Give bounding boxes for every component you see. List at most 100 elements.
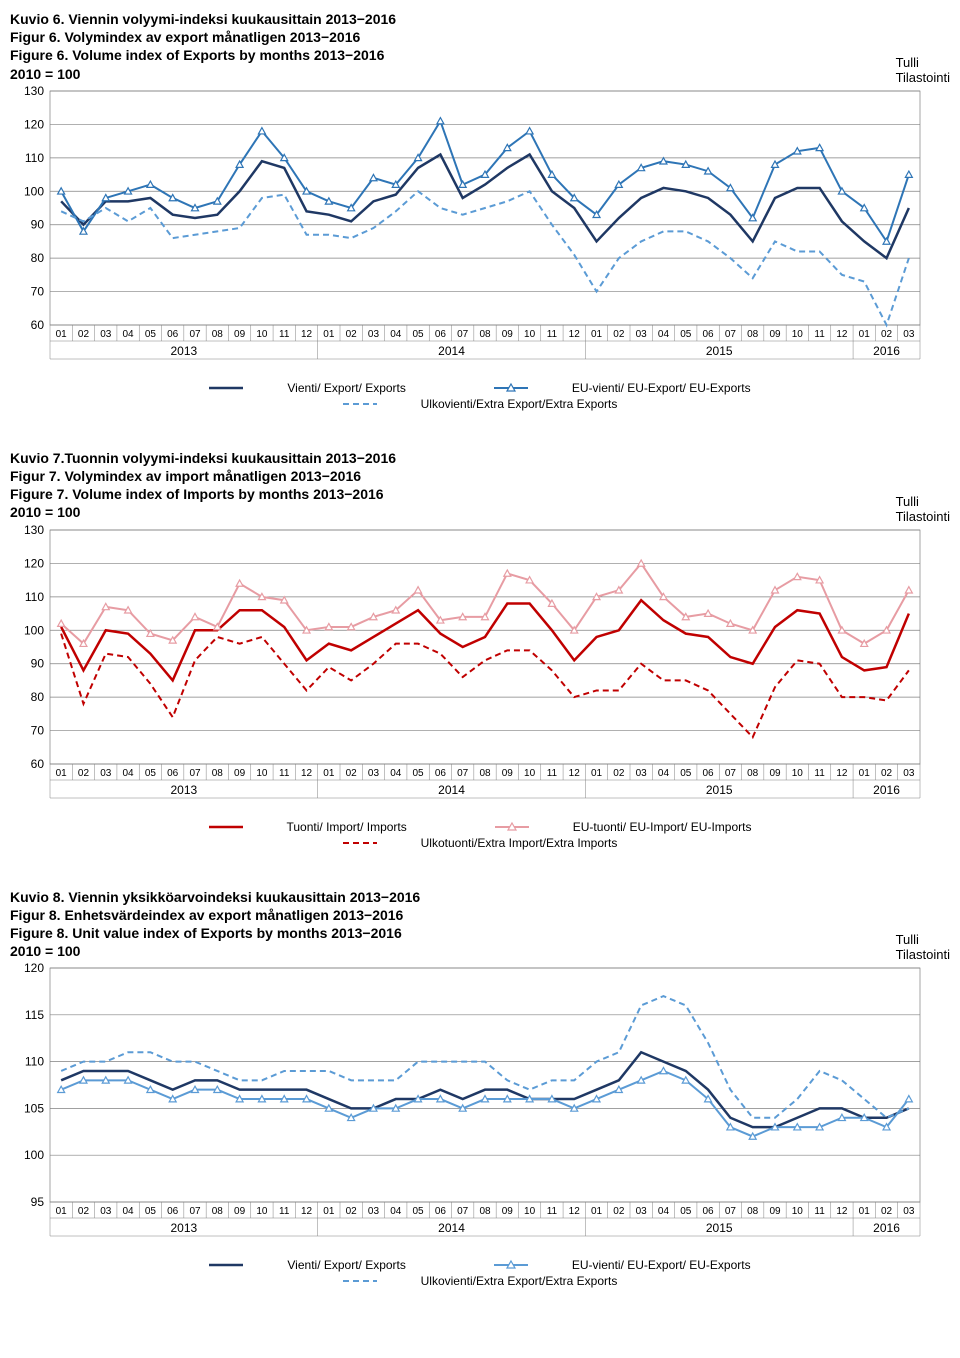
svg-text:01: 01 xyxy=(591,329,603,340)
svg-text:04: 04 xyxy=(658,329,670,340)
svg-text:03: 03 xyxy=(368,768,380,779)
svg-text:2016: 2016 xyxy=(873,1221,900,1235)
svg-text:130: 130 xyxy=(24,524,44,537)
svg-text:08: 08 xyxy=(212,768,224,779)
svg-text:100: 100 xyxy=(24,184,44,198)
chart-8-titles: Kuvio 8. Viennin yksikköarvoindeksi kuuk… xyxy=(10,888,950,961)
svg-text:11: 11 xyxy=(279,1206,290,1217)
svg-text:12: 12 xyxy=(301,768,313,779)
svg-text:05: 05 xyxy=(413,768,425,779)
svg-text:12: 12 xyxy=(301,1206,313,1217)
svg-text:11: 11 xyxy=(547,1206,558,1217)
svg-text:02: 02 xyxy=(613,768,625,779)
svg-text:2015: 2015 xyxy=(706,1221,733,1235)
svg-text:12: 12 xyxy=(836,768,848,779)
svg-text:07: 07 xyxy=(189,1206,201,1217)
svg-text:02: 02 xyxy=(881,1206,893,1217)
baseline: 2010 = 100 xyxy=(10,65,950,83)
svg-text:05: 05 xyxy=(145,1206,157,1217)
source-line2: Tilastointi xyxy=(896,947,950,962)
svg-text:02: 02 xyxy=(613,1206,625,1217)
title-en: Figure 8. Unit value index of Exports by… xyxy=(10,924,950,942)
svg-text:02: 02 xyxy=(78,329,90,340)
svg-text:01: 01 xyxy=(56,768,68,779)
chart-8-svg: 9510010511011512001020304050607080910111… xyxy=(10,962,930,1252)
svg-text:06: 06 xyxy=(167,1206,179,1217)
svg-text:09: 09 xyxy=(769,1206,781,1217)
svg-text:08: 08 xyxy=(479,1206,491,1217)
svg-text:03: 03 xyxy=(636,329,648,340)
svg-text:10: 10 xyxy=(792,329,804,340)
svg-text:08: 08 xyxy=(479,329,491,340)
svg-text:08: 08 xyxy=(479,768,491,779)
svg-text:100: 100 xyxy=(24,1148,44,1162)
svg-text:03: 03 xyxy=(368,1206,380,1217)
svg-text:07: 07 xyxy=(725,1206,737,1217)
svg-text:09: 09 xyxy=(234,1206,246,1217)
svg-text:03: 03 xyxy=(368,329,380,340)
svg-text:07: 07 xyxy=(457,1206,469,1217)
svg-text:03: 03 xyxy=(100,1206,112,1217)
svg-text:2013: 2013 xyxy=(170,783,197,797)
svg-text:12: 12 xyxy=(836,329,848,340)
svg-text:120: 120 xyxy=(24,556,44,570)
svg-text:07: 07 xyxy=(725,329,737,340)
chart-7-legend: Tuonti/ Import/ ImportsEU-tuonti/ EU-Imp… xyxy=(10,814,950,858)
title-sv: Figur 7. Volymindex av import månatligen… xyxy=(10,467,950,485)
svg-text:06: 06 xyxy=(703,768,715,779)
svg-text:2016: 2016 xyxy=(873,344,900,358)
baseline: 2010 = 100 xyxy=(10,503,950,521)
chart-7-svg: 6070809010011012013001020304050607080910… xyxy=(10,524,930,814)
svg-text:11: 11 xyxy=(279,768,290,779)
svg-text:05: 05 xyxy=(680,768,692,779)
svg-text:01: 01 xyxy=(56,1206,68,1217)
source-line2: Tilastointi xyxy=(896,509,950,524)
svg-text:10: 10 xyxy=(792,768,804,779)
source-label: Tulli Tilastointi xyxy=(896,55,950,85)
svg-text:05: 05 xyxy=(680,1206,692,1217)
svg-text:130: 130 xyxy=(24,85,44,98)
chart-8-legend: Vienti/ Export/ ExportsEU-vienti/ EU-Exp… xyxy=(10,1252,950,1296)
svg-text:80: 80 xyxy=(31,690,45,704)
title-en: Figure 6. Volume index of Exports by mon… xyxy=(10,46,950,64)
svg-text:10: 10 xyxy=(524,1206,536,1217)
svg-text:01: 01 xyxy=(859,329,871,340)
svg-text:12: 12 xyxy=(569,329,581,340)
svg-text:02: 02 xyxy=(346,768,358,779)
svg-text:09: 09 xyxy=(502,329,514,340)
title-fi: Kuvio 7.Tuonnin volyymi-indeksi kuukausi… xyxy=(10,449,950,467)
svg-text:100: 100 xyxy=(24,623,44,637)
svg-text:08: 08 xyxy=(212,329,224,340)
svg-text:11: 11 xyxy=(547,768,558,779)
svg-text:2014: 2014 xyxy=(438,783,465,797)
svg-text:10: 10 xyxy=(256,329,268,340)
chart-6-exports-volume: Kuvio 6. Viennin volyymi-indeksi kuukaus… xyxy=(10,10,950,419)
svg-text:02: 02 xyxy=(78,1206,90,1217)
svg-text:05: 05 xyxy=(413,329,425,340)
svg-text:05: 05 xyxy=(145,329,157,340)
svg-text:07: 07 xyxy=(457,329,469,340)
svg-text:70: 70 xyxy=(31,723,45,737)
source-label: Tulli Tilastointi xyxy=(896,932,950,962)
svg-text:02: 02 xyxy=(346,329,358,340)
source-label: Tulli Tilastointi xyxy=(896,494,950,524)
svg-text:03: 03 xyxy=(903,1206,915,1217)
svg-text:110: 110 xyxy=(25,1055,44,1069)
svg-text:04: 04 xyxy=(123,329,135,340)
svg-text:02: 02 xyxy=(613,329,625,340)
chart-6-titles: Kuvio 6. Viennin volyymi-indeksi kuukaus… xyxy=(10,10,950,83)
svg-text:12: 12 xyxy=(301,329,313,340)
svg-text:02: 02 xyxy=(881,768,893,779)
baseline: 2010 = 100 xyxy=(10,942,950,960)
svg-text:2014: 2014 xyxy=(438,344,465,358)
svg-text:03: 03 xyxy=(636,1206,648,1217)
svg-text:08: 08 xyxy=(212,1206,224,1217)
svg-text:09: 09 xyxy=(234,768,246,779)
svg-text:05: 05 xyxy=(680,329,692,340)
chart-8-exports-unitvalue: Kuvio 8. Viennin yksikköarvoindeksi kuuk… xyxy=(10,888,950,1297)
svg-text:120: 120 xyxy=(24,117,44,131)
chart-6-legend: Vienti/ Export/ ExportsEU-vienti/ EU-Exp… xyxy=(10,375,950,419)
svg-text:10: 10 xyxy=(256,768,268,779)
title-sv: Figur 6. Volymindex av export månatligen… xyxy=(10,28,950,46)
source-line1: Tulli xyxy=(896,932,919,947)
